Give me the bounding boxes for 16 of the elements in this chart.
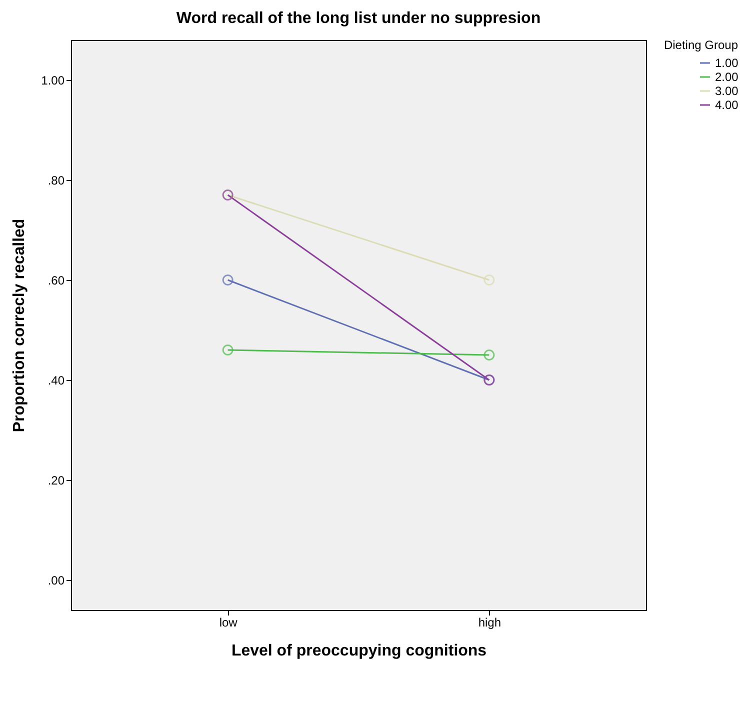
legend-label: 3.00 (715, 84, 739, 98)
y-axis-title: Proportion correcly recalled (11, 218, 28, 432)
legend-title: Dieting Group (664, 38, 738, 52)
y-tick-label: .20 (48, 474, 65, 488)
x-tick-label: low (219, 616, 238, 630)
x-tick-label: high (478, 616, 502, 630)
chart-title: Word recall of the long list under no suppresion (176, 10, 541, 27)
y-tick-label: .00 (48, 574, 65, 588)
legend-label: 2.00 (715, 70, 739, 84)
legend-label: 1.00 (715, 56, 739, 70)
y-tick-label: .40 (48, 374, 65, 388)
x-axis-title: Level of preoccupying cognitions (231, 642, 487, 660)
y-tick-label: .60 (48, 274, 65, 288)
legend-label: 4.00 (715, 98, 739, 112)
y-tick-label: .80 (48, 174, 65, 188)
y-tick-label: 1.00 (41, 74, 65, 88)
